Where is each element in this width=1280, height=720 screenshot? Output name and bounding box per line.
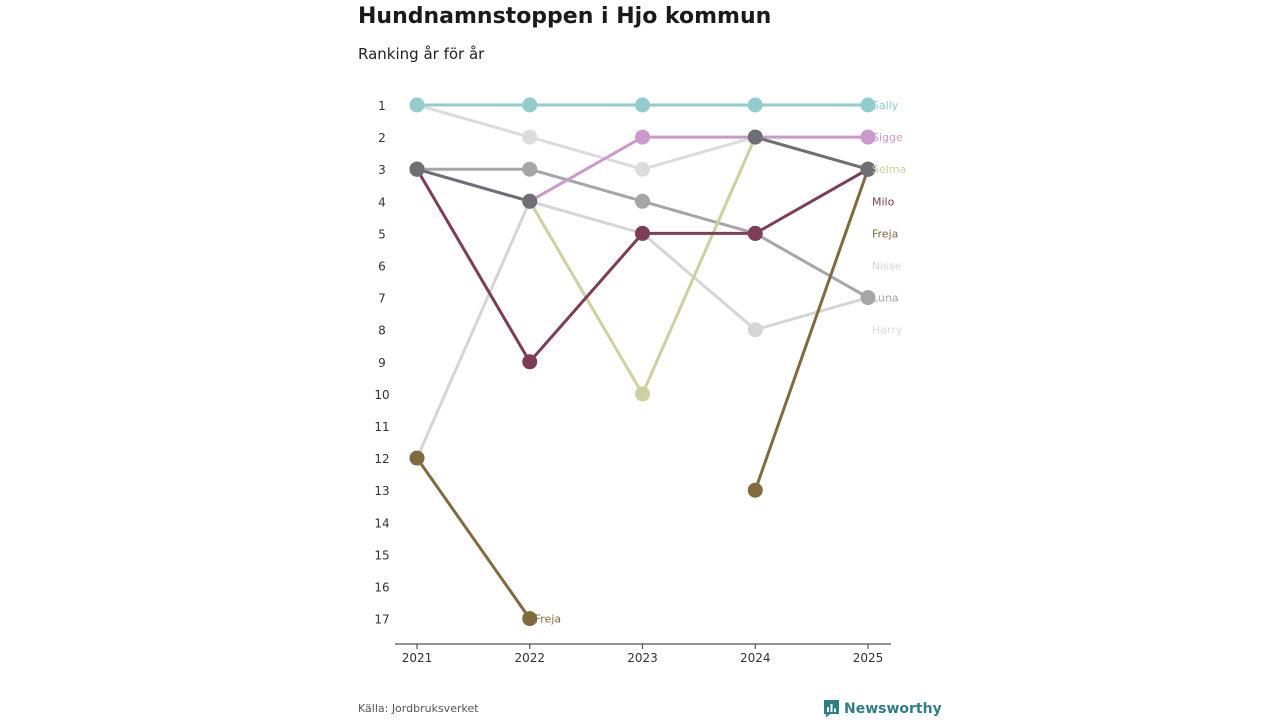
series-line-freja-6-3: [753, 167, 870, 492]
series-line-milo-5-0: [415, 167, 532, 364]
y-tick-label-13: 13: [374, 484, 389, 498]
series-point-luna-2-2023: [635, 193, 650, 209]
series-line-selma-4-2: [641, 135, 757, 396]
series-line-luna-2-1: [528, 167, 644, 203]
series-point-unnamed-8-2024: [747, 129, 763, 145]
x-tick-label-2025: 2025: [853, 651, 884, 665]
series-line-harry-0-2: [641, 135, 757, 171]
end-label-luna: Luna: [872, 292, 899, 305]
series-line-nisse-1-2: [641, 231, 757, 332]
series-point-freja-6-2021: [409, 450, 425, 466]
series-line-harry-0-0: [415, 103, 532, 139]
series-point-sigge-3-2025: [860, 129, 876, 145]
series-point-sally-7-2022: [522, 97, 538, 113]
y-tick-label-4: 4: [378, 195, 386, 209]
series-point-sally-7-2023: [635, 97, 650, 113]
series-point-unnamed-8-2025: [860, 161, 876, 177]
source-note: Källa: Jordbruksverket: [358, 702, 479, 715]
y-tick-label-10: 10: [374, 388, 389, 402]
y-tick-label-16: 16: [374, 581, 389, 595]
end-label-sally: Sally: [872, 99, 899, 112]
series-line-nisse-1-3: [753, 296, 870, 332]
series-point-milo-5-2022: [522, 354, 538, 370]
series-point-sally-7-2024: [747, 97, 763, 113]
end-label-nisse: Nisse: [872, 260, 902, 273]
point-label-freja: Freja: [535, 613, 561, 626]
end-label-freja: Freja: [872, 227, 898, 240]
series-line-harry-0-1: [528, 135, 644, 171]
y-tick-label-14: 14: [374, 516, 389, 530]
y-tick-label-15: 15: [374, 548, 389, 562]
chart-subtitle: Ranking år för år: [358, 45, 485, 63]
y-tick-label-7: 7: [378, 292, 386, 306]
y-tick-label-2: 2: [378, 131, 386, 145]
newsworthy-logo[interactable]: Newsworthy: [823, 699, 942, 718]
series-point-selma-4-2023: [635, 386, 650, 402]
series-point-nisse-1-2024: [747, 322, 763, 338]
y-tick-label-9: 9: [378, 356, 386, 370]
x-tick-label-2024: 2024: [740, 651, 771, 665]
series-point-sally-7-2021: [409, 97, 425, 113]
y-tick-label-3: 3: [378, 163, 386, 177]
end-label-harry: Harry: [872, 324, 903, 337]
y-tick-label-5: 5: [378, 227, 386, 241]
series-line-nisse-1-1: [528, 199, 644, 235]
x-tick-label-2021: 2021: [402, 651, 433, 665]
series-line-freja-6-0: [415, 456, 532, 621]
x-tick-label-2023: 2023: [627, 651, 658, 665]
y-tick-label-6: 6: [378, 260, 386, 274]
series-point-milo-5-2024: [747, 225, 763, 241]
series-point-unnamed-8-2021: [409, 161, 425, 177]
x-tick-label-2022: 2022: [514, 651, 545, 665]
series-point-unnamed-8-2022: [522, 193, 538, 209]
series-point-freja-6-2024: [747, 482, 763, 498]
y-tick-label-11: 11: [374, 420, 389, 434]
series-point-luna-2-2025: [860, 290, 876, 306]
series-line-nisse-1-0: [415, 199, 532, 460]
series-point-freja-6-2022: [522, 611, 538, 627]
series-point-harry-0-2022: [522, 129, 538, 145]
y-tick-label-1: 1: [378, 99, 386, 113]
y-tick-label-8: 8: [378, 324, 386, 338]
chart-title: Hundnamnstoppen i Hjo kommun: [358, 4, 772, 29]
newsworthy-icon: [824, 700, 839, 718]
series-line-unnamed-8-3: [753, 135, 870, 171]
series-line-unnamed-8-0: [415, 167, 532, 203]
y-tick-label-12: 12: [374, 452, 389, 466]
series-line-luna-2-2: [641, 199, 757, 235]
series-point-milo-5-2023: [635, 225, 650, 241]
end-label-sigge: Sigge: [872, 131, 903, 144]
series-point-sally-7-2025: [860, 97, 876, 113]
series-line-luna-2-3: [753, 231, 870, 300]
series-line-milo-5-1: [528, 231, 644, 364]
series-point-luna-2-2022: [522, 161, 538, 177]
end-label-selma: Selma: [872, 163, 906, 176]
series-point-sigge-3-2023: [635, 129, 650, 145]
y-tick-label-17: 17: [374, 613, 389, 627]
series-point-harry-0-2023: [635, 161, 650, 177]
brand-name: Newsworthy: [844, 700, 942, 717]
series-line-sigge-3-1: [528, 135, 644, 203]
end-label-milo: Milo: [872, 195, 895, 208]
series-line-milo-5-3: [753, 167, 870, 235]
